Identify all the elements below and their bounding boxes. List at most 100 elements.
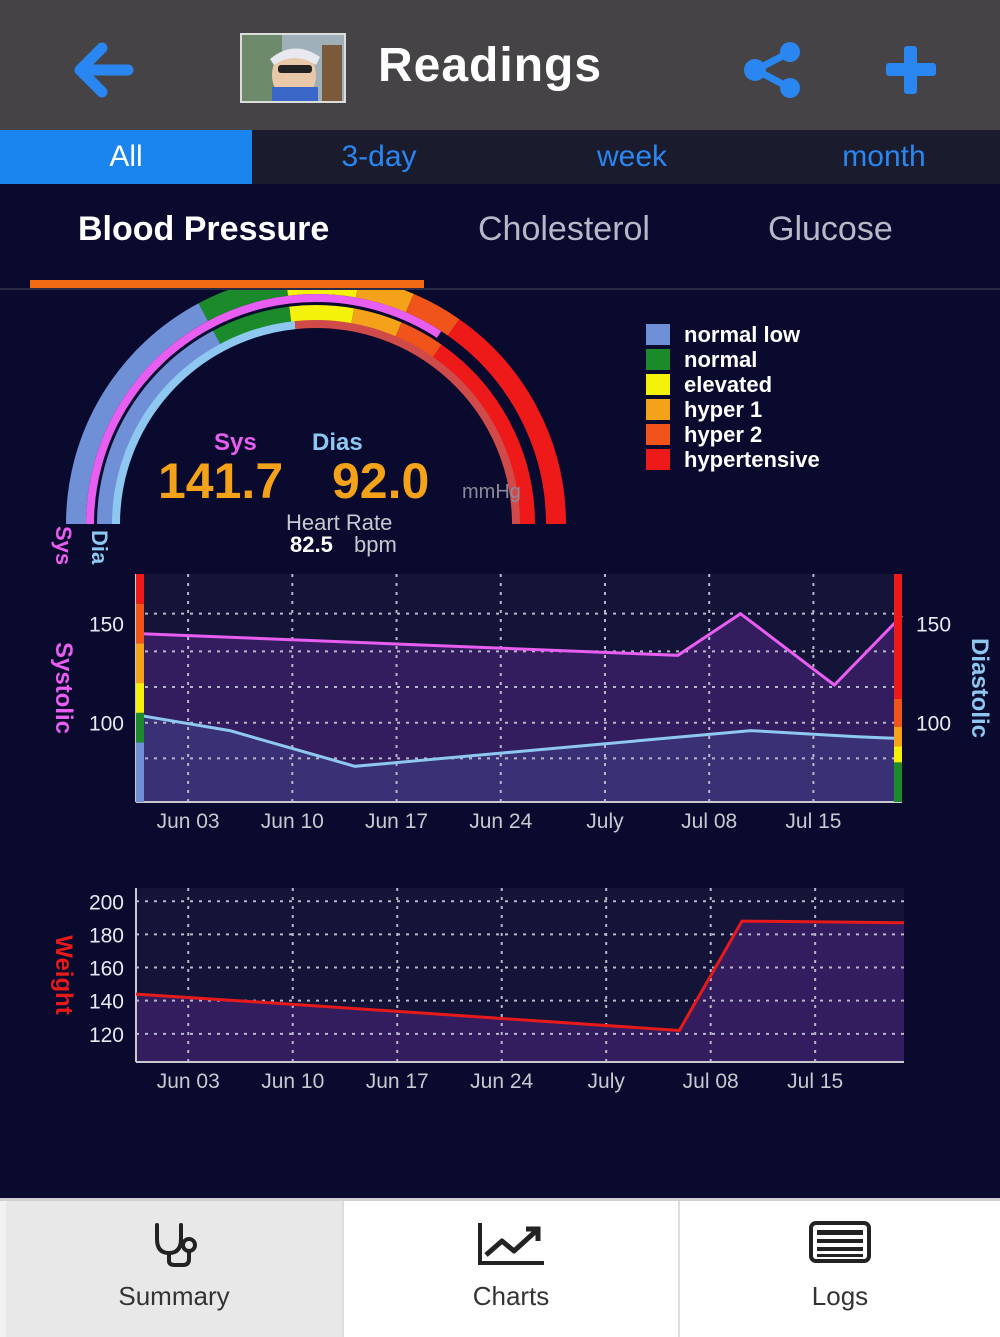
tab-charts[interactable]: Charts (344, 1201, 680, 1337)
heart-rate-unit: bpm (354, 532, 397, 557)
weight-chart[interactable]: Jun 03 Jun 10 Jun 17 Jun 24 July Jul 08 Jul 15… (0, 880, 1000, 1100)
tab-cholesterol[interactable]: Cholesterol (478, 210, 650, 248)
gauge-arcs (66, 290, 566, 525)
systolic-range-band (136, 683, 144, 713)
legend-swatch (646, 324, 670, 345)
tab-charts-label: Charts (472, 1281, 550, 1311)
y-tick-label: 100 (89, 713, 124, 736)
tab-month[interactable]: month (842, 140, 926, 173)
tab-summary[interactable]: Summary (6, 1201, 344, 1337)
bp-gauge: Sys Dias 141.7 92.0 mmHg Heart Rate 82.5… (51, 290, 566, 565)
tab-all[interactable]: All (0, 130, 252, 184)
gauge-band (405, 293, 460, 336)
x-tick-label: Jul 15 (785, 810, 841, 833)
back-button[interactable] (72, 40, 136, 100)
add-button[interactable] (880, 40, 942, 100)
heart-rate-value: 82.5 (290, 532, 333, 557)
x-tick-label: Jul 15 (787, 1070, 843, 1093)
legend-swatch (646, 349, 670, 370)
y-axis-title: Weight (50, 935, 77, 1015)
x-tick-label: Jul 08 (683, 1070, 739, 1093)
stethoscope-icon (155, 1223, 197, 1267)
legend-swatch (646, 449, 670, 470)
gauge-band (213, 306, 292, 347)
gauge-band (198, 290, 289, 322)
gauge-band (112, 321, 296, 525)
x-tick-label: Jul 08 (681, 810, 737, 833)
arc-dia-label: Dia (87, 530, 112, 565)
tab-logs-label: Logs (811, 1281, 869, 1311)
x-tick-label: Jun 03 (157, 1070, 220, 1093)
tab-logs[interactable]: Logs (680, 1201, 1000, 1337)
period-tabs: All 3-day week month (0, 130, 1000, 184)
legend-swatch (646, 374, 670, 395)
gauge-dias-label: Dias (312, 429, 363, 456)
systolic-range-band (136, 603, 144, 644)
x-tick-label: July (588, 1070, 626, 1093)
x-tick-label: Jun 10 (261, 1070, 324, 1093)
y-tick-label: 120 (89, 1024, 124, 1047)
systolic-range-band (136, 643, 144, 684)
logs-list-icon (809, 1221, 871, 1263)
share-button[interactable] (742, 42, 804, 98)
tab-glucose[interactable]: Glucose (768, 210, 893, 248)
page-title: Readings (378, 39, 603, 92)
x-tick-label: Jun 10 (261, 810, 324, 833)
pressure-unit: mmHg (462, 481, 521, 503)
x-tick-label: Jun 17 (366, 1070, 429, 1093)
tab-summary-label: Summary (118, 1281, 230, 1311)
gauge-band (350, 308, 402, 340)
x-tick-label: Jun 03 (157, 810, 220, 833)
x-tick-label: Jun 24 (469, 810, 532, 833)
line-chart-icon (478, 1223, 544, 1265)
y-tick-label: 150 (89, 614, 124, 637)
diastolic-value: 92.0 (332, 453, 429, 509)
y-tick-label: 200 (89, 891, 124, 914)
legend-swatch (646, 399, 670, 420)
systolic-range-band (136, 574, 144, 604)
tab-3-day[interactable]: 3-day (341, 140, 417, 173)
gauge-band (431, 344, 535, 525)
plus-icon (886, 46, 936, 94)
legend-swatch (646, 424, 670, 445)
y2-tick-label: 150 (916, 614, 951, 637)
heart-rate-label: Heart Rate (286, 510, 392, 535)
profile-photo (242, 35, 344, 101)
y-axis-title: Systolic (50, 642, 77, 734)
diastolic-range-band (894, 574, 902, 699)
blood-pressure-chart[interactable]: Jun 03 Jun 10 Jun 17 Jun 24 July Jul 08 Jul 15… (0, 570, 1000, 840)
y-tick-label: 180 (89, 924, 124, 947)
gauge-band (289, 305, 355, 327)
bottom-tab-bar: Summary Charts Logs (0, 1198, 1000, 1337)
y-tick-label: 160 (89, 958, 124, 981)
y2-axis-title: Diastolic (966, 638, 993, 738)
share-icon (744, 42, 800, 98)
gauge-band (394, 322, 442, 360)
tab-week[interactable]: week (596, 140, 668, 173)
series-line-weight (135, 919, 905, 1033)
gauge-band (355, 290, 414, 313)
gauge-sys-label: Sys (214, 429, 257, 456)
systolic-range-band (136, 742, 144, 802)
tab-blood-pressure[interactable]: Blood Pressure (78, 210, 330, 248)
series-line-systolic (135, 611, 904, 687)
gauge-band (86, 294, 442, 525)
systolic-range-band (136, 712, 144, 743)
diastolic-range-band (894, 698, 902, 727)
active-tab-indicator (30, 280, 424, 288)
y-tick-label: 140 (89, 991, 124, 1014)
series-line-diastolic (135, 713, 903, 768)
app-header: Readings (0, 0, 1000, 130)
back-arrow-icon (74, 42, 134, 98)
x-tick-label: Jun 17 (365, 810, 428, 833)
gauge-band (294, 320, 520, 525)
diastolic-range-band (894, 762, 902, 802)
gauge-band (447, 319, 566, 525)
x-tick-label: Jun 24 (470, 1070, 533, 1093)
x-tick-label: July (586, 810, 624, 833)
diastolic-range-band (894, 726, 902, 747)
gauge-band (97, 330, 222, 525)
gauge-band (66, 303, 209, 525)
series-area (136, 714, 902, 802)
avatar[interactable] (240, 33, 346, 103)
